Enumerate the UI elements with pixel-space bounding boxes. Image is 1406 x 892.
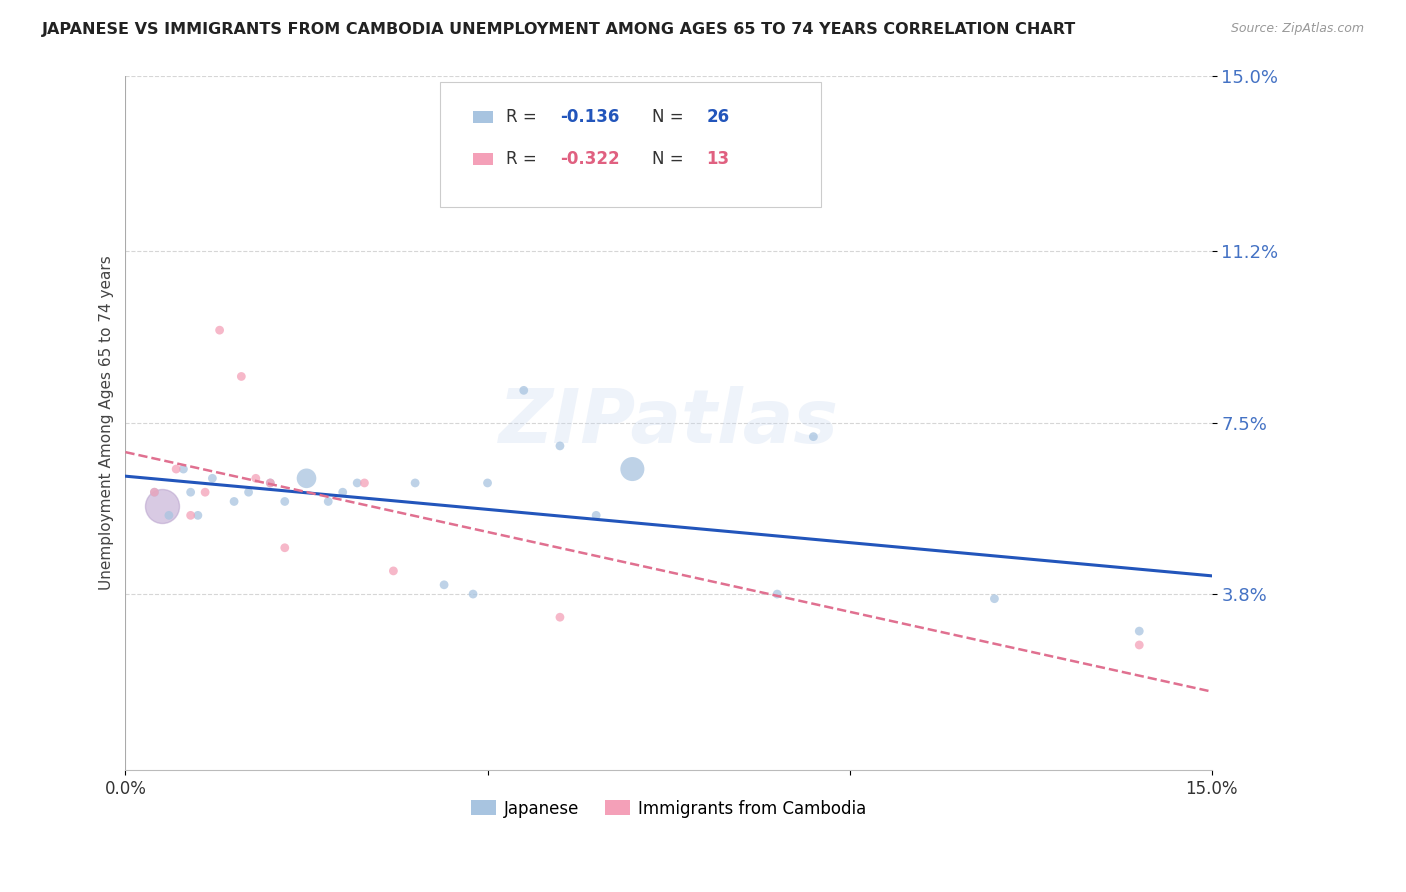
Text: Source: ZipAtlas.com: Source: ZipAtlas.com <box>1230 22 1364 36</box>
Point <box>346 475 368 490</box>
Text: 13: 13 <box>707 150 730 168</box>
Point <box>548 610 571 624</box>
Point <box>274 494 297 508</box>
Text: R =: R = <box>506 150 541 168</box>
Point <box>194 485 217 500</box>
FancyBboxPatch shape <box>472 153 492 165</box>
Point <box>157 508 180 523</box>
Text: R =: R = <box>506 108 541 126</box>
Point <box>433 578 456 592</box>
Point <box>143 485 166 500</box>
Legend: Japanese, Immigrants from Cambodia: Japanese, Immigrants from Cambodia <box>464 793 873 824</box>
Point <box>187 508 209 523</box>
Point <box>201 471 224 485</box>
Point <box>585 508 607 523</box>
Point <box>259 475 281 490</box>
Point <box>332 485 354 500</box>
FancyBboxPatch shape <box>472 111 492 123</box>
Point <box>1128 638 1150 652</box>
Point <box>803 430 825 444</box>
Text: N =: N = <box>652 108 689 126</box>
Point <box>295 471 318 485</box>
Point <box>404 475 426 490</box>
Point <box>150 499 173 513</box>
Text: JAPANESE VS IMMIGRANTS FROM CAMBODIA UNEMPLOYMENT AMONG AGES 65 TO 74 YEARS CORR: JAPANESE VS IMMIGRANTS FROM CAMBODIA UNE… <box>42 22 1077 37</box>
Point <box>165 462 187 476</box>
Point <box>222 494 245 508</box>
Point <box>513 384 536 398</box>
Point <box>245 471 267 485</box>
Point <box>172 462 194 476</box>
Point <box>231 369 253 384</box>
Point <box>621 462 644 476</box>
Point <box>766 587 789 601</box>
Point <box>461 587 484 601</box>
Point <box>238 485 260 500</box>
Point <box>259 475 281 490</box>
FancyBboxPatch shape <box>440 82 821 208</box>
Point <box>353 475 375 490</box>
Point <box>477 475 499 490</box>
Point <box>180 485 202 500</box>
Text: -0.322: -0.322 <box>560 150 620 168</box>
Text: ZIPatlas: ZIPatlas <box>499 386 838 459</box>
Point <box>316 494 339 508</box>
Point <box>180 508 202 523</box>
Text: N =: N = <box>652 150 689 168</box>
Y-axis label: Unemployment Among Ages 65 to 74 years: Unemployment Among Ages 65 to 74 years <box>100 255 114 591</box>
Point <box>208 323 231 337</box>
Point <box>983 591 1005 606</box>
Point <box>143 485 166 500</box>
Point <box>274 541 297 555</box>
Point <box>548 439 571 453</box>
Text: -0.136: -0.136 <box>560 108 619 126</box>
Point <box>1128 624 1150 639</box>
Text: 26: 26 <box>707 108 730 126</box>
Point <box>382 564 405 578</box>
